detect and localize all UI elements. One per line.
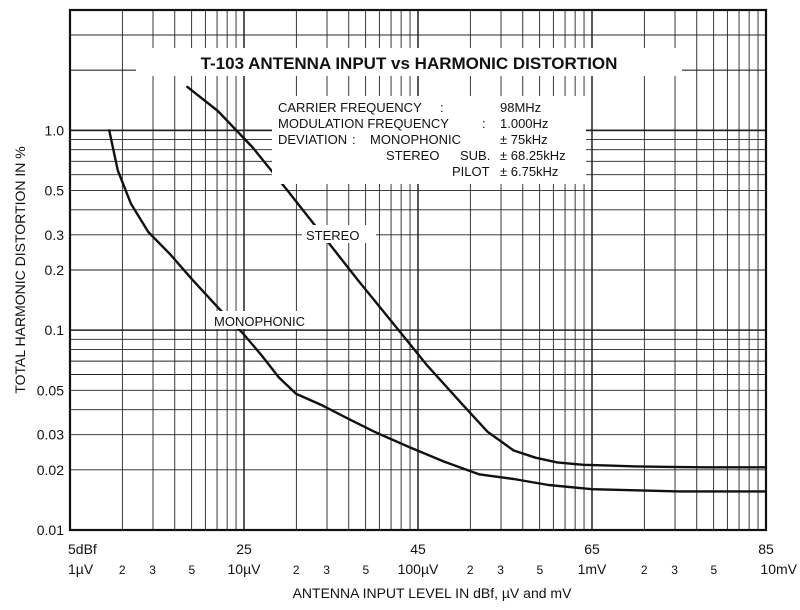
- y-axis-label: TOTAL HARMONIC DISTORTION IN %: [12, 146, 28, 393]
- y-tick-label: 0.01: [37, 522, 64, 538]
- x-tick-label-voltage: 3: [323, 563, 330, 577]
- y-tick-label: 0.03: [37, 427, 64, 443]
- x-tick-label-voltage: 2: [641, 563, 648, 577]
- x-tick-labels: 5dBf 25 45 65 85 1µV 2 3 5 10µV 2 3 5 100µV 2 3 5 1mV 2 3 5 1…: [68, 541, 798, 577]
- x-tick-label-voltage: 10µV: [228, 561, 262, 577]
- x-tick-label-voltage: 2: [119, 563, 126, 577]
- y-tick-labels: 1.0 0.5 0.3 0.2 0.1 0.05 0.03 0.02 0.01: [37, 122, 64, 538]
- y-tick-label: 0.1: [45, 322, 65, 338]
- series-line-stereo: [186, 85, 768, 469]
- x-tick-label-voltage: 5: [188, 563, 195, 577]
- spec-dev-stereo-label: STEREO: [386, 148, 439, 163]
- chart-title: T-103 ANTENNA INPUT vs HARMONIC DISTORTI…: [201, 54, 618, 73]
- x-tick-label-voltage: 2: [467, 563, 474, 577]
- x-tick-label-voltage: 3: [149, 563, 156, 577]
- spec-dev-colon: :: [352, 132, 356, 147]
- mono-label-bg: [210, 311, 322, 329]
- x-tick-label-voltage: 1mV: [578, 561, 607, 577]
- x-tick-label-voltage: 100µV: [398, 561, 439, 577]
- x-tick-label-voltage: 3: [497, 563, 504, 577]
- spec-dev-pilot-value: ± 6.75kHz: [500, 164, 558, 179]
- x-tick-label-dbf: 45: [410, 541, 426, 557]
- spec-carrier-value: 98MHz: [500, 100, 541, 115]
- x-tick-label-voltage: 10mV: [760, 561, 797, 577]
- spec-mod-colon: :: [482, 116, 486, 131]
- spec-dev-mono-label: MONOPHONIC: [370, 132, 461, 147]
- spec-dev-sub-label: SUB.: [460, 148, 490, 163]
- spec-carrier-label: CARRIER FREQUENCY: [278, 100, 422, 115]
- series-line-monophonic: [107, 129, 768, 493]
- curves: [107, 85, 768, 493]
- title-box: [136, 48, 682, 76]
- x-tick-label-dbf: 25: [236, 541, 252, 557]
- spec-dev-pilot-label: PILOT: [452, 164, 490, 179]
- x-tick-label-voltage: 5: [710, 563, 717, 577]
- y-tick-label: 0.02: [37, 462, 64, 478]
- y-tick-label: 0.2: [45, 262, 65, 278]
- x-tick-label-dbf: 5dBf: [68, 541, 97, 557]
- spec-dev-sub-value: ± 68.25kHz: [500, 148, 566, 163]
- spec-box: [272, 96, 586, 184]
- x-tick-label-voltage: 2: [293, 563, 300, 577]
- spec-dev-mono-value: ± 75kHz: [500, 132, 548, 147]
- x-tick-label-voltage: 3: [671, 563, 678, 577]
- y-tick-label: 1.0: [45, 122, 65, 138]
- spec-mod-label: MODULATION FREQUENCY: [278, 116, 449, 131]
- spec-mod-value: 1.000Hz: [500, 116, 548, 131]
- spec-dev-label: DEVIATION: [278, 132, 347, 147]
- series-label-monophonic: MONOPHONIC: [214, 314, 305, 329]
- plot-frame: [68, 8, 768, 532]
- series-label-stereo: STEREO: [306, 228, 359, 243]
- x-tick-label-dbf: 65: [584, 541, 600, 557]
- x-tick-label-dbf: 85: [758, 541, 774, 557]
- x-tick-label-voltage: 1µV: [68, 561, 94, 577]
- x-tick-label-voltage: 5: [536, 563, 543, 577]
- stereo-label-bg: [302, 225, 376, 243]
- y-tick-label: 0.5: [45, 182, 65, 198]
- y-tick-label: 0.3: [45, 227, 65, 243]
- y-tick-label: 0.05: [37, 382, 64, 398]
- x-tick-label-voltage: 5: [362, 563, 369, 577]
- x-axis-label: ANTENNA INPUT LEVEL IN dBf, µV and mV: [293, 585, 572, 601]
- spec-carrier-colon: :: [440, 100, 444, 115]
